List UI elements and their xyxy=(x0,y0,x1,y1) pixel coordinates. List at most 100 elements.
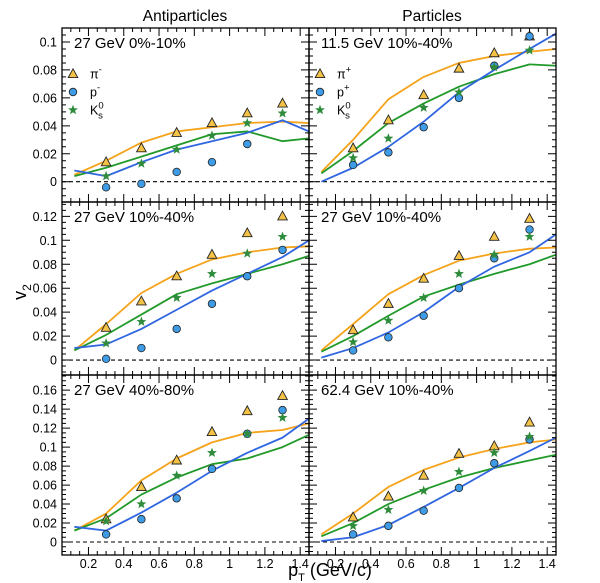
series-curve-3 xyxy=(320,32,557,183)
triangle-data-point xyxy=(347,142,359,153)
triangle-data-point xyxy=(206,425,218,436)
x-tick-label: 1.2 xyxy=(503,557,520,571)
y-tick-label: 0 xyxy=(50,536,57,550)
star-data-point xyxy=(348,152,359,163)
star-data-point xyxy=(489,61,500,72)
legend-entry-sup: 0 xyxy=(98,101,103,112)
legend-entry-label: p+ xyxy=(337,83,350,100)
star-data-point xyxy=(242,117,253,128)
series-curve-1 xyxy=(73,245,310,352)
star-data-point xyxy=(171,470,182,480)
legend-entry-base: π xyxy=(90,68,99,82)
panel-frame xyxy=(61,201,310,376)
y-tick-label: 0.08 xyxy=(33,258,57,272)
panel-5: 27 GeV 40%-80% 0 0.02 0.04 0.06 0.08 0.1 0.12 0.… xyxy=(33,374,310,571)
triangle-data-point xyxy=(276,210,289,221)
y-axis-title-sub: 2 xyxy=(20,284,34,291)
triangle-data-point xyxy=(382,490,394,501)
star-data-point xyxy=(454,87,464,97)
axis-tick-marks xyxy=(308,375,557,555)
x-tick-label: 1.4 xyxy=(291,557,308,571)
y-tick-label: 0.04 xyxy=(33,498,57,512)
panel-1: 27 GeV 0%-10%00.020.040.060.080.1π-p-K0 s xyxy=(33,27,310,203)
legend-entry-base: π xyxy=(337,68,346,82)
y-tick-label: 0.04 xyxy=(33,119,57,133)
triangle-data-point xyxy=(347,323,359,335)
circle-data-point xyxy=(243,272,252,281)
panel-title: 27 GeV 10%-40% xyxy=(74,209,194,226)
star-data-point xyxy=(383,504,394,514)
x-axis-title-unit: (GeV/c) xyxy=(305,560,372,580)
triangle-data-point xyxy=(171,126,183,137)
circle-data-point xyxy=(419,123,428,132)
panel-frame xyxy=(308,374,557,556)
circle-data-point xyxy=(101,530,111,539)
legend-entry-sup: + xyxy=(344,83,350,94)
series-curve-3 xyxy=(74,417,310,532)
star-data-point xyxy=(101,338,112,348)
x-tick-label: 1 xyxy=(226,557,233,571)
triangle-data-point xyxy=(453,62,465,73)
circle-data-point xyxy=(348,346,358,355)
star-data-point xyxy=(348,336,359,347)
star-data-point xyxy=(489,249,500,259)
x-tick-label: 0.6 xyxy=(397,557,414,571)
y-tick-label: 0.08 xyxy=(33,460,57,474)
axis-tick-marks xyxy=(61,27,310,202)
triangle-data-point xyxy=(171,454,183,465)
star-data-point xyxy=(136,498,147,509)
star-data-point xyxy=(383,133,394,143)
y-tick-label: 0 xyxy=(50,354,57,368)
star-data-point xyxy=(171,292,182,302)
y-tick-label: 0.06 xyxy=(33,282,57,296)
y-tick-label: 0.02 xyxy=(33,517,57,531)
circle-data-point xyxy=(172,324,181,334)
star-data-point xyxy=(383,315,394,325)
circle-data-point xyxy=(207,299,217,308)
circle-data-point xyxy=(384,521,393,531)
panel-frame xyxy=(308,201,557,376)
legend-entry-label: K0 s xyxy=(337,101,351,122)
triangle-data-point xyxy=(418,272,430,283)
star-data-point xyxy=(207,447,217,458)
circle-data-point xyxy=(419,311,428,320)
y-tick-label: 0.12 xyxy=(33,210,57,224)
star-data-point xyxy=(524,231,535,241)
star-data-point xyxy=(136,158,147,168)
circle-data-point xyxy=(525,32,534,41)
y-tick-label: 0.1 xyxy=(40,35,57,49)
triangle-data-point xyxy=(241,404,253,416)
circle-data-point xyxy=(207,464,217,474)
star-data-point xyxy=(277,108,288,118)
circle-data-point xyxy=(278,245,287,255)
panel-4: 27 GeV 10%-40% xyxy=(308,201,557,376)
circle-data-point xyxy=(419,506,428,515)
star-data-point xyxy=(454,466,464,476)
x-tick-label: 0.4 xyxy=(362,557,379,571)
triangle-data-point xyxy=(135,480,147,492)
triangle-data-point xyxy=(135,295,147,306)
legend-triangle-marker xyxy=(314,67,326,79)
triangle-data-point xyxy=(453,447,465,458)
x-tick-label: 0.2 xyxy=(327,557,344,571)
panel-3: 27 GeV 10%-40% 0 0.02 0.04 0.06 0.08 0.1 0.12 xyxy=(33,201,310,376)
star-data-point xyxy=(136,316,147,326)
y-tick-label: 0 xyxy=(50,175,57,189)
x-tick-label: 0.2 xyxy=(80,557,97,571)
y-tick-label: 0.1 xyxy=(40,234,57,248)
legend-star-marker xyxy=(315,104,325,115)
legend-entry-base: K xyxy=(90,104,99,118)
legend-entry-base: p xyxy=(337,86,344,100)
legend-entry-base: p xyxy=(90,86,97,100)
triangle-data-point xyxy=(276,97,289,108)
x-tick-label: 0.6 xyxy=(150,557,167,571)
triangle-data-point xyxy=(453,249,465,260)
x-tick-label: 0.4 xyxy=(115,557,132,571)
circle-data-point xyxy=(172,494,181,503)
series-curve-3 xyxy=(321,233,557,359)
circle-data-point xyxy=(101,354,111,364)
panel-title: 27 GeV 10%-40% xyxy=(321,209,441,226)
legend-star-marker xyxy=(68,104,78,115)
triangle-data-point xyxy=(206,116,218,128)
circle-data-point xyxy=(243,139,252,149)
